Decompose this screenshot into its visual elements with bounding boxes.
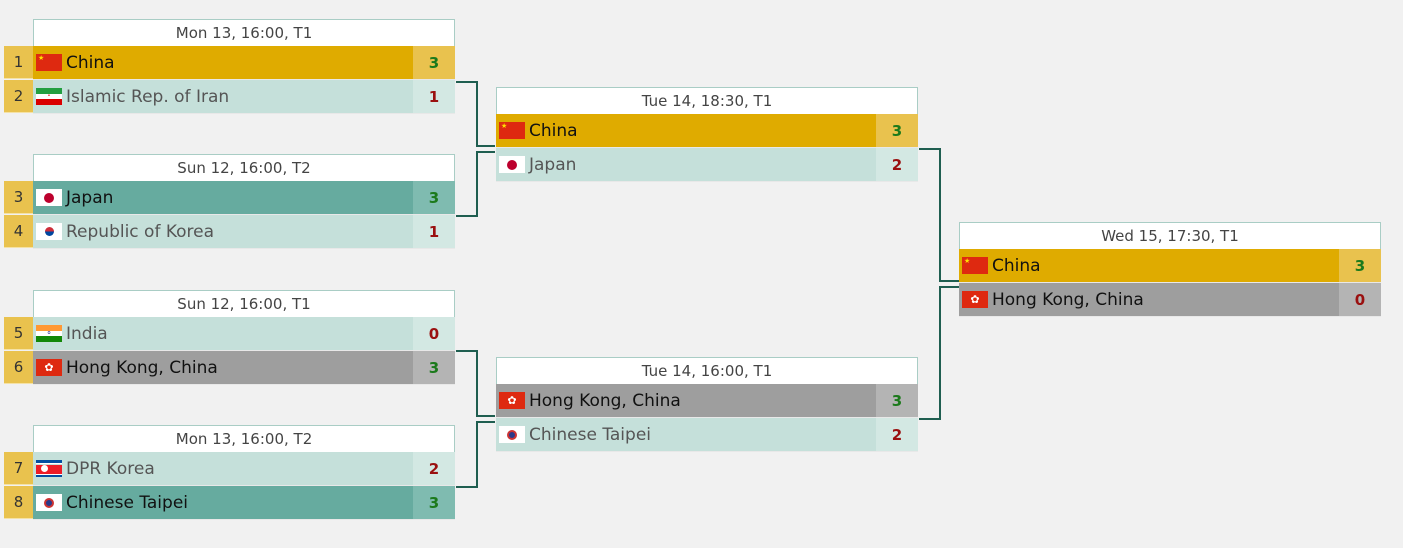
team-row[interactable]: 4 Republic of Korea 1 (4, 215, 455, 249)
match[interactable]: Mon 13, 16:00, T2 7 DPR Korea 2 8 Chinese Tai… (4, 425, 455, 520)
team-score: 3 (876, 114, 918, 147)
team-score: 1 (413, 80, 455, 113)
team-row[interactable]: 3 Japan 3 (4, 181, 455, 215)
score-value: 3 (428, 53, 440, 72)
seed-number: 5 (4, 317, 33, 350)
team-row[interactable]: Japan 2 (496, 148, 918, 182)
team-name: Islamic Rep. of Iran (66, 86, 230, 107)
match-header: Tue 14, 16:00, T1 (496, 357, 918, 384)
team-row[interactable]: ★ China 3 (959, 249, 1381, 283)
team-name: China (529, 120, 578, 141)
team-row[interactable]: 2 • Islamic Rep. of Iran 1 (4, 80, 455, 114)
score-value: 3 (428, 188, 440, 207)
seed-number: 1 (4, 46, 33, 79)
team-name: Japan (66, 187, 114, 208)
match-header: Mon 13, 16:00, T1 (33, 19, 455, 46)
hong-kong-flag-icon: ✿ (962, 291, 988, 308)
match[interactable]: Sun 12, 16:00, T2 3 Japan 3 4 Republic of Kor… (4, 154, 455, 249)
japan-flag-icon (499, 156, 525, 173)
team-name: Hong Kong, China (66, 357, 218, 378)
team-row[interactable]: 1 ★ China 3 (4, 46, 455, 80)
connector-line (919, 286, 959, 420)
hong-kong-flag-icon: ✿ (499, 392, 525, 409)
match-header: Sun 12, 16:00, T1 (33, 290, 455, 317)
iran-flag-icon: • (36, 88, 62, 105)
korea-flag-icon (36, 223, 62, 240)
connector-line (919, 148, 959, 282)
team-row[interactable]: 6 ✿ Hong Kong, China 3 (4, 351, 455, 385)
score-value: 0 (1354, 290, 1366, 309)
chinese-taipei-flag-icon (36, 494, 62, 511)
team-name: Republic of Korea (66, 221, 215, 242)
team-row[interactable]: Chinese Taipei 2 (496, 418, 918, 452)
chinese-taipei-flag-icon (499, 426, 525, 443)
score-value: 1 (428, 222, 440, 241)
score-value: 0 (428, 324, 440, 343)
hong-kong-flag-icon: ✿ (36, 359, 62, 376)
team-score: 3 (876, 384, 918, 417)
team-name: Hong Kong, China (992, 289, 1144, 310)
team-name: DPR Korea (66, 458, 155, 479)
match-header: Wed 15, 17:30, T1 (959, 222, 1381, 249)
team-row[interactable]: 7 DPR Korea 2 (4, 452, 455, 486)
team-score: 0 (1339, 283, 1381, 316)
match-header: Sun 12, 16:00, T2 (33, 154, 455, 181)
team-score: 3 (413, 486, 455, 519)
team-score: 3 (413, 181, 455, 214)
team-score: 0 (413, 317, 455, 350)
seed-number: 8 (4, 486, 33, 519)
connector-line (456, 421, 495, 488)
team-name: Hong Kong, China (529, 390, 681, 411)
seed-number: 6 (4, 351, 33, 384)
seed-number: 2 (4, 80, 33, 113)
japan-flag-icon (36, 189, 62, 206)
team-score: 3 (413, 46, 455, 79)
team-row[interactable]: ★ China 3 (496, 114, 918, 148)
score-value: 3 (428, 493, 440, 512)
team-score: 3 (413, 351, 455, 384)
match[interactable]: Sun 12, 16:00, T1 5 o India 0 6 ✿ Hong Kong, Ch… (4, 290, 455, 385)
score-value: 2 (891, 155, 903, 174)
score-value: 3 (428, 358, 440, 377)
match-header: Mon 13, 16:00, T2 (33, 425, 455, 452)
match[interactable]: Mon 13, 16:00, T1 1 ★ China 3 2 • Islamic Rep. … (4, 19, 455, 114)
team-row[interactable]: ✿ Hong Kong, China 3 (496, 384, 918, 418)
score-value: 3 (891, 121, 903, 140)
score-value: 1 (428, 87, 440, 106)
seed-number: 7 (4, 452, 33, 485)
team-row[interactable]: 8 Chinese Taipei 3 (4, 486, 455, 520)
seed-number: 3 (4, 181, 33, 214)
team-score: 2 (876, 148, 918, 181)
dpr-korea-flag-icon (36, 460, 62, 477)
team-row[interactable]: 5 o India 0 (4, 317, 455, 351)
score-value: 2 (428, 459, 440, 478)
match[interactable]: Tue 14, 18:30, T1 ★ China 3 Japan 2 (496, 87, 918, 182)
china-flag-icon: ★ (499, 122, 525, 139)
india-flag-icon: o (36, 325, 62, 342)
team-score: 3 (1339, 249, 1381, 282)
team-name: Chinese Taipei (529, 424, 652, 445)
team-row[interactable]: ✿ Hong Kong, China 0 (959, 283, 1381, 317)
match[interactable]: Tue 14, 16:00, T1 ✿ Hong Kong, China 3 Chine… (496, 357, 918, 452)
team-name: India (66, 323, 108, 344)
match[interactable]: Wed 15, 17:30, T1 ★ China 3 ✿ Hong Kong, Chin… (959, 222, 1381, 317)
team-score: 1 (413, 215, 455, 248)
team-name: China (66, 52, 115, 73)
team-name: China (992, 255, 1041, 276)
match-header: Tue 14, 18:30, T1 (496, 87, 918, 114)
connector-line (456, 151, 495, 217)
china-flag-icon: ★ (962, 257, 988, 274)
score-value: 3 (891, 391, 903, 410)
team-name: Chinese Taipei (66, 492, 189, 513)
team-score: 2 (876, 418, 918, 451)
team-score: 2 (413, 452, 455, 485)
seed-number: 4 (4, 215, 33, 248)
connector-line (456, 350, 495, 417)
score-value: 2 (891, 425, 903, 444)
score-value: 3 (1354, 256, 1366, 275)
china-flag-icon: ★ (36, 54, 62, 71)
team-name: Japan (529, 154, 577, 175)
connector-line (456, 81, 495, 147)
